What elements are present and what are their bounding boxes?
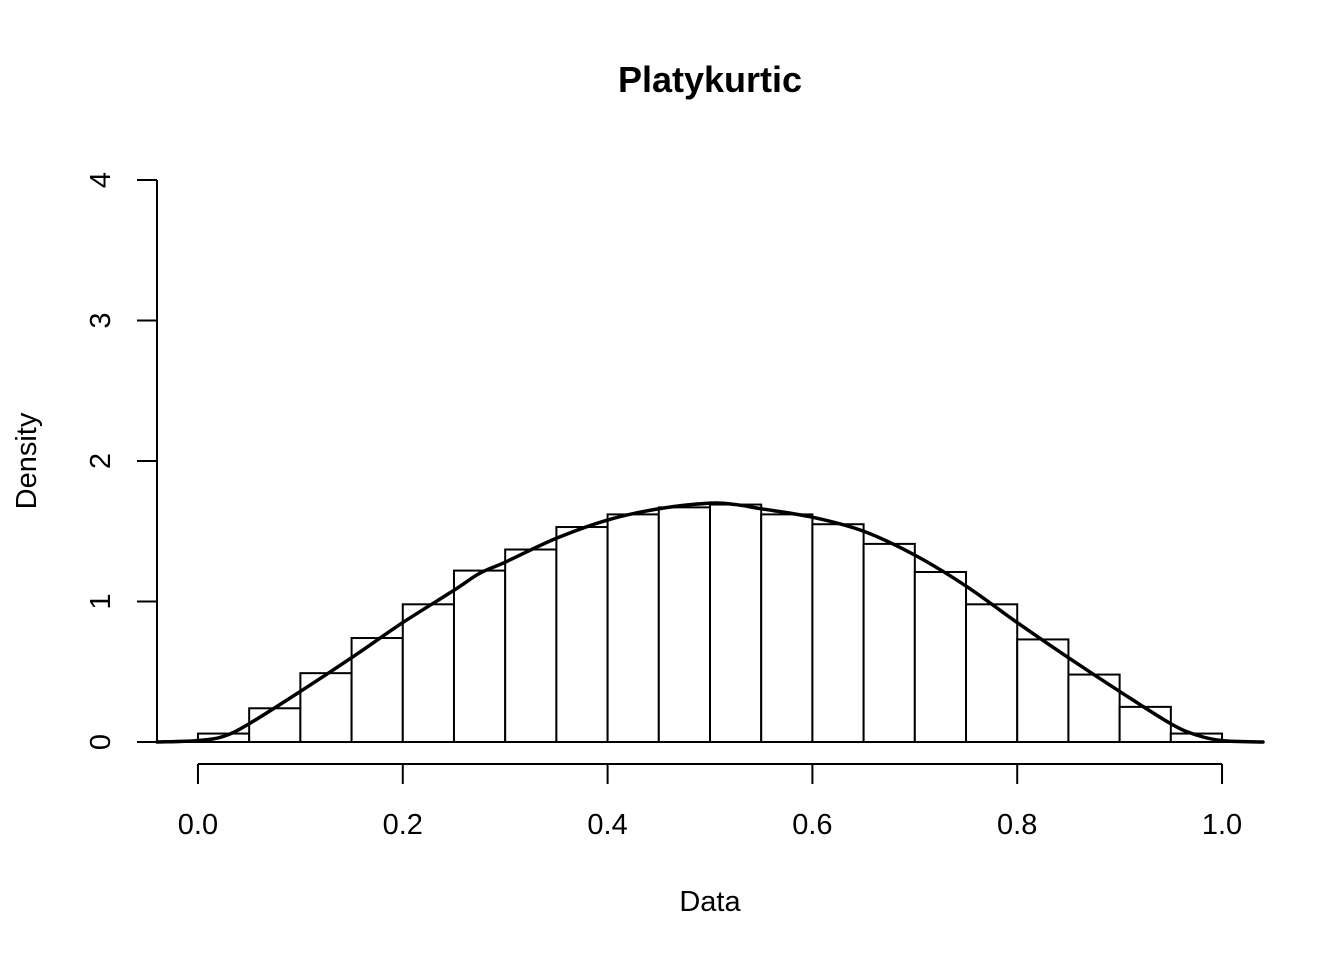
density-curve xyxy=(155,501,1265,744)
histogram-bar xyxy=(709,503,763,743)
x-axis: 0.0 0.2 0.4 0.6 0.8 1.0 xyxy=(178,763,1242,841)
x-tick-label: 0.6 xyxy=(792,809,832,841)
histogram-bar xyxy=(862,542,916,744)
y-tick-label: 0 xyxy=(85,734,117,750)
histogram-bar xyxy=(504,548,558,744)
x-tick-label: 0.2 xyxy=(383,809,423,841)
histogram-bar xyxy=(657,506,712,743)
y-tick-label: 3 xyxy=(85,312,117,328)
y-axis-label: Density xyxy=(11,412,43,509)
histogram-bar xyxy=(760,513,814,744)
histogram-bar xyxy=(913,570,968,743)
x-tick-label: 0.4 xyxy=(587,809,627,841)
x-tick-label: 1.0 xyxy=(1202,809,1242,841)
histogram-bar xyxy=(248,707,302,744)
histogram-bar xyxy=(1118,705,1172,743)
y-tick-label: 2 xyxy=(85,453,117,469)
histogram-bar xyxy=(606,513,660,744)
histogram-bar xyxy=(1016,638,1070,743)
histogram-bar xyxy=(299,672,353,744)
histogram-bar xyxy=(965,603,1019,743)
histogram-bar xyxy=(401,603,455,743)
histogram-bar xyxy=(811,523,865,743)
x-tick-label: 0.8 xyxy=(997,809,1037,841)
y-tick-label: 4 xyxy=(85,172,117,188)
x-tick-label: 0.0 xyxy=(178,809,218,841)
y-tick-label: 1 xyxy=(85,593,117,609)
chart-title: Platykurtic xyxy=(618,59,802,100)
x-axis-label: Data xyxy=(679,886,741,918)
histogram-bar xyxy=(452,569,507,744)
histogram-bars xyxy=(157,503,1263,744)
histogram-bar xyxy=(555,526,609,743)
y-axis: 0 1 2 3 4 xyxy=(85,172,158,750)
